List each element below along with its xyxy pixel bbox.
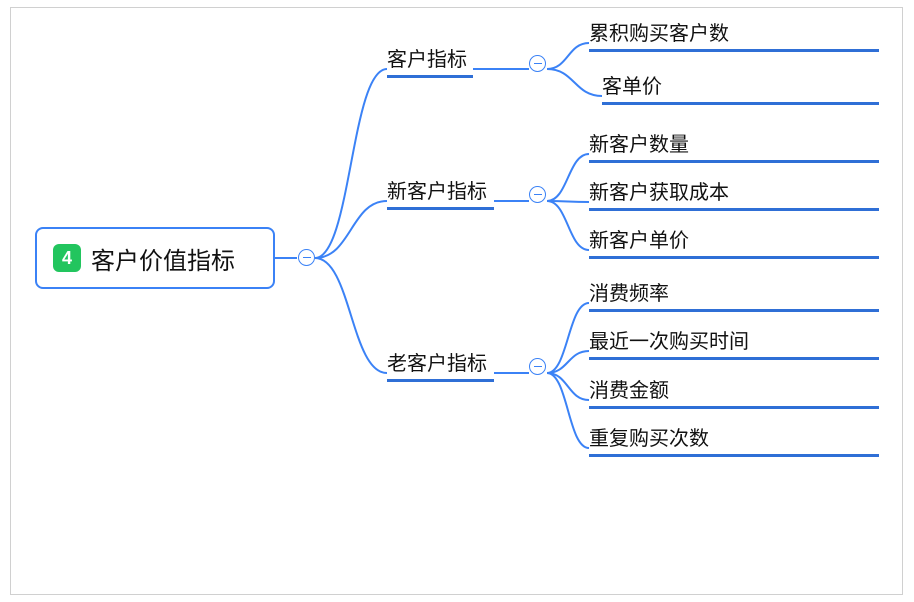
leaf-label: 重复购买次数 <box>589 428 709 450</box>
leaf-label: 最近一次购买时间 <box>589 331 749 353</box>
root-badge: 4 <box>53 244 81 272</box>
leaf-node[interactable]: 新客户数量 <box>589 128 879 157</box>
branch-node[interactable]: 客户指标 <box>387 43 473 72</box>
leaf-label: 客单价 <box>602 76 662 98</box>
leaf-node[interactable]: 新客户获取成本 <box>589 176 879 205</box>
leaf-node[interactable]: 消费金额 <box>589 374 879 403</box>
leaf-node[interactable]: 最近一次购买时间 <box>589 325 879 354</box>
leaf-label: 新客户数量 <box>589 134 689 156</box>
leaf-node[interactable]: 新客户单价 <box>589 224 879 253</box>
leaf-label: 消费频率 <box>589 283 669 305</box>
root-node[interactable]: 4 客户价值指标 <box>35 227 275 289</box>
branch-label: 新客户指标 <box>387 181 487 203</box>
leaf-label: 新客户获取成本 <box>589 182 729 204</box>
branch-label: 客户指标 <box>387 49 467 71</box>
leaf-node[interactable]: 客单价 <box>602 70 879 99</box>
collapse-icon[interactable] <box>529 55 546 72</box>
collapse-icon[interactable] <box>529 358 546 375</box>
branch-node[interactable]: 新客户指标 <box>387 175 494 204</box>
leaf-label: 消费金额 <box>589 380 669 402</box>
leaf-node[interactable]: 重复购买次数 <box>589 422 879 451</box>
collapse-icon[interactable] <box>298 249 315 266</box>
leaf-node[interactable]: 消费频率 <box>589 277 879 306</box>
collapse-icon[interactable] <box>529 186 546 203</box>
root-label: 客户价值指标 <box>91 241 235 276</box>
branch-node[interactable]: 老客户指标 <box>387 347 494 376</box>
leaf-node[interactable]: 累积购买客户数 <box>589 17 879 46</box>
leaf-label: 新客户单价 <box>589 230 689 252</box>
branch-label: 老客户指标 <box>387 353 487 375</box>
leaf-label: 累积购买客户数 <box>589 23 729 45</box>
